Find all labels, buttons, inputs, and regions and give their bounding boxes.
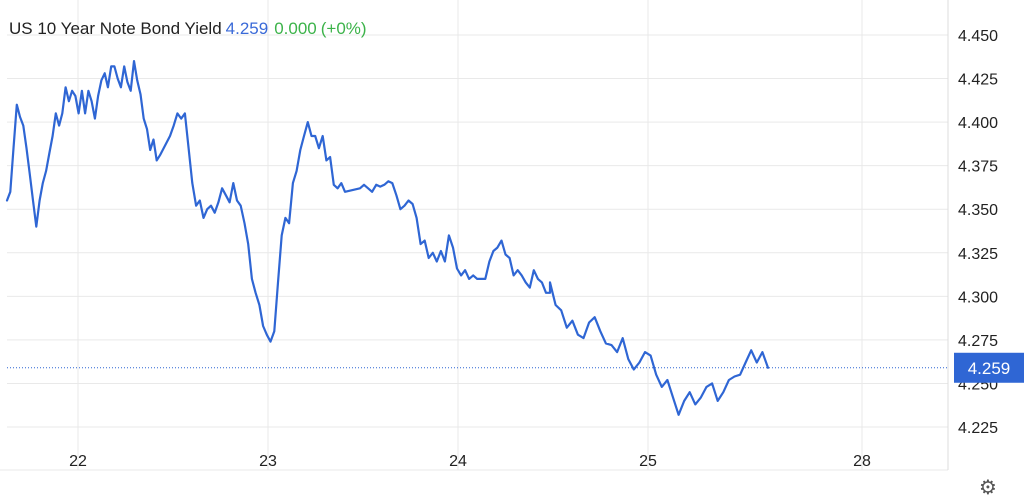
x-tick-label: 24 [449,453,467,470]
last-price-badge-label: 4.259 [968,359,1011,378]
y-tick-label: 4.300 [958,289,998,306]
chart-title: US 10 Year Note Bond Yield [9,19,222,38]
change-value: 0.000 [274,19,317,38]
y-tick-label: 4.425 [958,72,998,89]
last-price-badge: 4.259 [954,352,1024,383]
change-percent: (+0%) [320,19,367,38]
x-tick-label: 23 [259,453,277,470]
x-axis-ticks: 22 23 24 25 28 [69,453,871,470]
last-price-badge-bg [954,352,1024,383]
y-tick-label: 4.225 [958,420,998,437]
y-tick-label: 4.450 [958,28,998,45]
last-value: 4.259 [225,19,269,38]
y-tick-label: 4.350 [958,202,998,219]
gear-icon[interactable]: ⚙ [979,475,997,499]
y-tick-label: 4.325 [958,246,998,263]
y-tick-label: 4.375 [958,159,998,176]
chart-header: US 10 Year Note Bond Yield 4.259 0.000 (+0%… [9,19,367,39]
series-yield[interactable] [5,59,770,416]
y-tick-label: 4.275 [958,333,998,350]
y-tick-label: 4.400 [958,115,998,132]
y-axis-ticks: 4.450 4.425 4.400 4.375 4.350 4.325 4.300 4.275… [958,28,998,437]
grid-lines [0,0,948,471]
x-tick-label: 28 [853,453,871,470]
x-tick-label: 25 [639,453,657,470]
series-line[interactable] [5,59,770,416]
x-tick-label: 22 [69,453,87,470]
